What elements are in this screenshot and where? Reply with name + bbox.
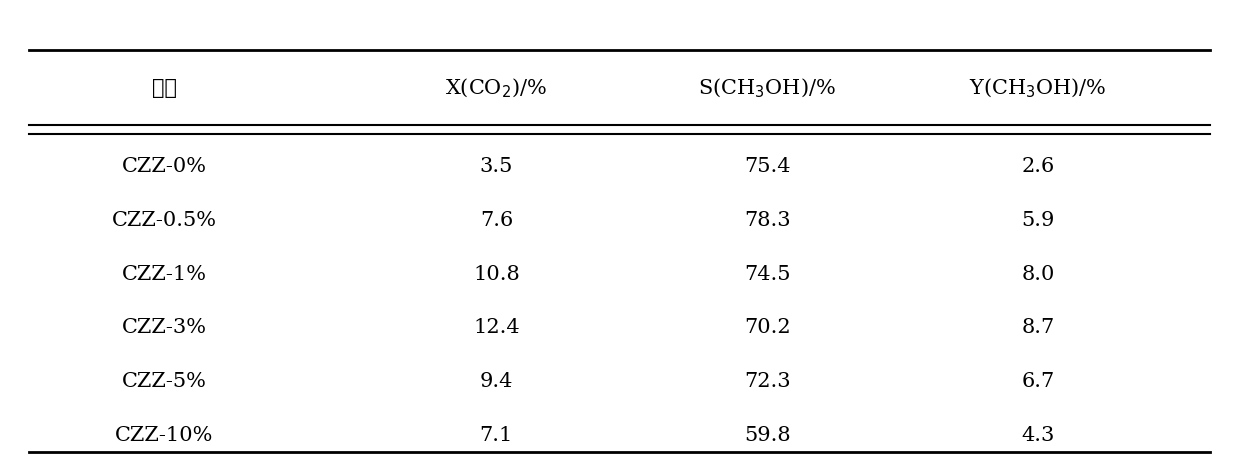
Text: 74.5: 74.5 [743, 265, 790, 284]
Text: CZZ-0%: CZZ-0% [121, 157, 207, 176]
Text: 75.4: 75.4 [743, 157, 790, 176]
Text: 72.3: 72.3 [743, 372, 790, 392]
Text: 样品: 样品 [151, 79, 177, 98]
Text: 6.7: 6.7 [1021, 372, 1054, 392]
Text: CZZ-3%: CZZ-3% [121, 319, 207, 338]
Text: 7.6: 7.6 [479, 211, 513, 230]
Text: 9.4: 9.4 [479, 372, 513, 392]
Text: Y(CH$_3$OH)/%: Y(CH$_3$OH)/% [969, 77, 1106, 100]
Text: 8.7: 8.7 [1021, 319, 1054, 338]
Text: 5.9: 5.9 [1021, 211, 1054, 230]
Text: 4.3: 4.3 [1021, 426, 1054, 445]
Text: 3.5: 3.5 [479, 157, 513, 176]
Text: CZZ-0.5%: CZZ-0.5% [112, 211, 217, 230]
Text: 59.8: 59.8 [743, 426, 790, 445]
Text: 2.6: 2.6 [1021, 157, 1054, 176]
Text: 10.8: 10.8 [473, 265, 520, 284]
Text: 12.4: 12.4 [473, 319, 519, 338]
Text: 78.3: 78.3 [743, 211, 790, 230]
Text: CZZ-1%: CZZ-1% [121, 265, 207, 284]
Text: 8.0: 8.0 [1021, 265, 1054, 284]
Text: CZZ-10%: CZZ-10% [115, 426, 213, 445]
Text: 70.2: 70.2 [743, 319, 790, 338]
Text: S(CH$_3$OH)/%: S(CH$_3$OH)/% [699, 77, 836, 100]
Text: X(CO$_2$)/%: X(CO$_2$)/% [446, 77, 548, 100]
Text: 7.1: 7.1 [479, 426, 513, 445]
Text: CZZ-5%: CZZ-5% [121, 372, 207, 392]
